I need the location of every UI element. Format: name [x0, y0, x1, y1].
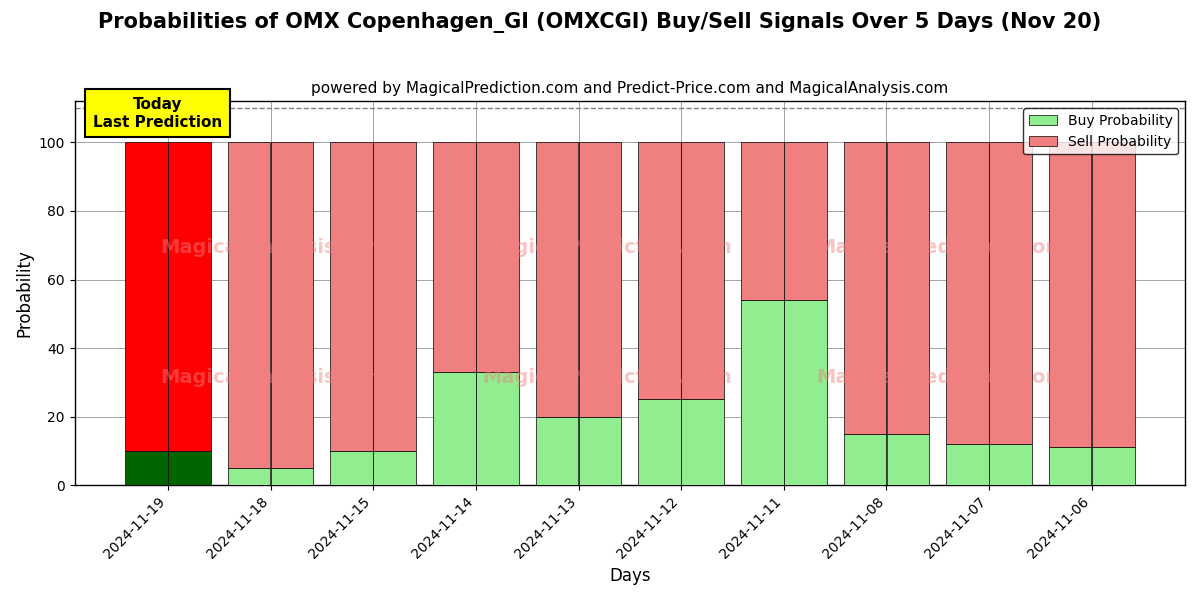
Text: MagicalAnalysis.com: MagicalAnalysis.com: [161, 238, 389, 257]
Bar: [844, 434, 886, 485]
Bar: [1049, 142, 1092, 448]
Bar: [784, 300, 827, 485]
Bar: [578, 416, 622, 485]
Bar: [844, 142, 886, 434]
Bar: [682, 142, 724, 400]
Bar: [433, 372, 475, 485]
Bar: [168, 142, 211, 451]
Bar: [638, 400, 680, 485]
Bar: [946, 142, 989, 444]
Bar: [887, 142, 929, 434]
Legend: Buy Probability, Sell Probability: Buy Probability, Sell Probability: [1024, 108, 1178, 154]
Title: powered by MagicalPrediction.com and Predict-Price.com and MagicalAnalysis.com: powered by MagicalPrediction.com and Pre…: [311, 81, 948, 96]
X-axis label: Days: Days: [610, 567, 650, 585]
Bar: [740, 142, 784, 300]
Bar: [228, 468, 270, 485]
Bar: [887, 434, 929, 485]
Bar: [271, 142, 313, 468]
Bar: [1092, 142, 1134, 448]
Bar: [271, 468, 313, 485]
Text: MagicalPrediction.com: MagicalPrediction.com: [482, 368, 732, 387]
Bar: [373, 142, 416, 451]
Bar: [578, 142, 622, 416]
Text: Probabilities of OMX Copenhagen_GI (OMXCGI) Buy/Sell Signals Over 5 Days (Nov 20: Probabilities of OMX Copenhagen_GI (OMXC…: [98, 12, 1102, 33]
Bar: [373, 451, 416, 485]
Text: MagicalAnalysis.com: MagicalAnalysis.com: [161, 368, 389, 387]
Bar: [330, 142, 373, 451]
Y-axis label: Probability: Probability: [16, 249, 34, 337]
Bar: [1092, 448, 1134, 485]
Bar: [168, 451, 211, 485]
Bar: [784, 142, 827, 300]
Bar: [989, 444, 1032, 485]
Text: MagicalPrediction.com: MagicalPrediction.com: [816, 368, 1066, 387]
Bar: [476, 372, 518, 485]
Bar: [330, 451, 373, 485]
Bar: [946, 444, 989, 485]
Bar: [535, 142, 578, 416]
Bar: [125, 451, 168, 485]
Bar: [740, 300, 784, 485]
Bar: [682, 400, 724, 485]
Bar: [125, 142, 168, 451]
Bar: [433, 142, 475, 372]
Text: MagicalPrediction.com: MagicalPrediction.com: [816, 238, 1066, 257]
Text: MagicalPrediction.com: MagicalPrediction.com: [482, 238, 732, 257]
Bar: [535, 416, 578, 485]
Bar: [476, 142, 518, 372]
Bar: [989, 142, 1032, 444]
Text: Today
Last Prediction: Today Last Prediction: [94, 97, 222, 130]
Bar: [1049, 448, 1092, 485]
Bar: [638, 142, 680, 400]
Bar: [228, 142, 270, 468]
